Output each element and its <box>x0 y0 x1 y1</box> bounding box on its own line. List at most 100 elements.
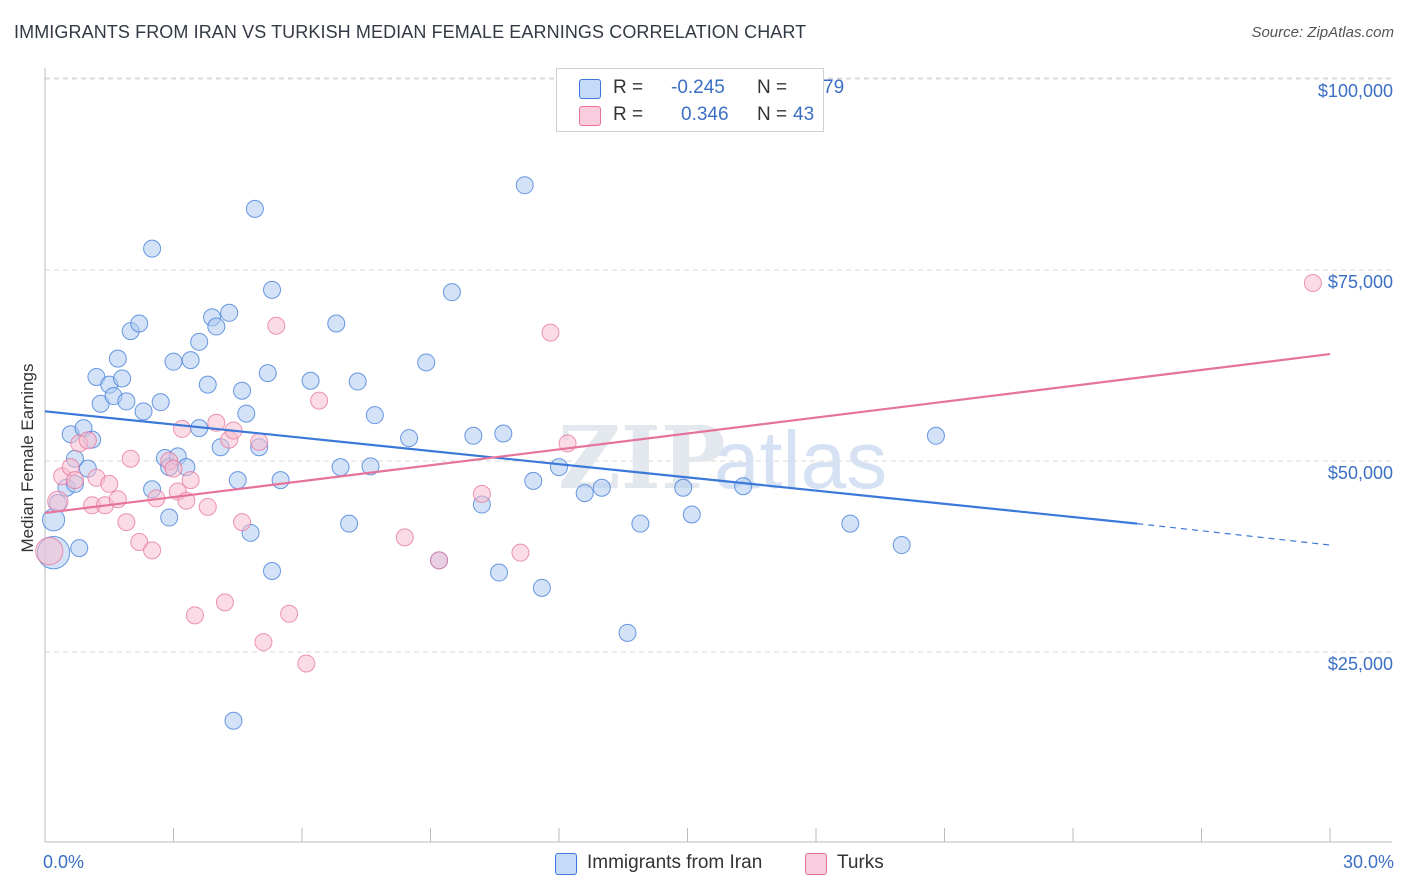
chart-title: IMMIGRANTS FROM IRAN VS TURKISH MEDIAN F… <box>14 22 807 42</box>
turks-point <box>430 551 449 570</box>
turks-point <box>254 633 273 652</box>
iran-point <box>130 314 149 333</box>
iran-point <box>151 393 170 412</box>
iran-point <box>263 280 282 299</box>
grid-layer <box>45 77 1392 653</box>
bottom-legend-label-turks: Turks <box>837 852 884 873</box>
turks-point <box>121 449 140 468</box>
turks-point <box>181 471 200 490</box>
iran-point <box>575 484 594 503</box>
bottom-legend-label-iran: Immigrants from Iran <box>587 852 763 873</box>
points-layer <box>35 176 1322 730</box>
turks-point <box>65 471 84 490</box>
turks-point <box>143 541 162 560</box>
bottom-legend-swatch-turks <box>805 853 827 875</box>
turks-point <box>1303 273 1322 292</box>
axis-layer <box>44 68 1392 843</box>
turks-point <box>215 593 234 612</box>
correlation-legend: R = -0.245 N = 79 R = 0.346 N = 43 <box>556 68 844 132</box>
turks-point <box>198 497 217 516</box>
iran-point <box>143 239 162 258</box>
iran-point <box>348 372 367 391</box>
iran-point <box>327 314 346 333</box>
iran-point <box>532 578 551 597</box>
iran-point <box>361 457 380 476</box>
turks-point <box>541 323 560 342</box>
iran-point <box>841 514 860 533</box>
iran-point <box>550 458 568 477</box>
legend-r-value: 0.346 <box>681 104 729 125</box>
iran-point <box>164 352 183 371</box>
iran-point <box>113 369 132 388</box>
iran-point <box>365 406 384 425</box>
legend-n-value: 79 <box>823 77 845 98</box>
iran-point <box>490 563 509 582</box>
legend-r-label: R = <box>613 77 644 98</box>
iran-point <box>258 364 277 383</box>
turks-trend-line <box>44 352 1331 515</box>
iran-point <box>237 404 256 423</box>
y-tick-label: $50,000 <box>1328 463 1393 483</box>
iran-point <box>198 375 217 394</box>
turks-point <box>164 459 183 478</box>
iran-point <box>442 283 461 302</box>
turks-point <box>47 490 69 513</box>
iran-point <box>892 536 911 555</box>
iran-point <box>271 471 290 490</box>
iran-point <box>417 353 436 372</box>
iran-point <box>515 176 534 195</box>
iran-point <box>220 303 239 322</box>
turks-point <box>511 543 530 562</box>
y-tick-label: $100,000 <box>1318 81 1393 101</box>
iran-point <box>631 514 650 533</box>
iran-point <box>494 424 513 443</box>
legend-n-value: 43 <box>793 104 815 125</box>
turks-point <box>250 432 269 451</box>
legend-swatch-iran <box>579 79 601 99</box>
turks-point <box>267 316 286 335</box>
iran-point <box>674 478 693 497</box>
y-tick-labels: $25,000 $50,000 $75,000 $100,000 <box>1318 81 1393 674</box>
iran-point <box>618 623 637 642</box>
turks-point <box>310 391 329 410</box>
iran-point <box>340 514 359 533</box>
trend-layer <box>44 352 1331 546</box>
iran-point <box>245 199 264 218</box>
turks-point <box>130 532 149 551</box>
iran-trend-line <box>44 410 1138 525</box>
iran-point <box>400 429 419 448</box>
turks-point <box>472 484 491 503</box>
iran-point <box>108 349 127 368</box>
bottom-legend-swatch-iran <box>555 853 577 875</box>
turks-point <box>280 604 299 623</box>
x-axis-max-label: 30.0% <box>1342 852 1394 872</box>
turks-point <box>207 413 226 432</box>
legend-swatch-turks <box>579 106 601 126</box>
iran-point <box>228 471 247 490</box>
iran-point <box>160 508 179 527</box>
y-tick-label: $75,000 <box>1328 272 1393 292</box>
iran-point <box>926 426 945 445</box>
iran-point <box>301 371 320 390</box>
legend-r-label: R = <box>613 104 644 125</box>
iran-point <box>190 332 209 351</box>
iran-point <box>134 402 153 421</box>
turks-point <box>117 513 136 532</box>
iran-point <box>524 471 543 490</box>
iran-point <box>117 392 136 411</box>
iran-point <box>207 317 226 336</box>
legend-n-label: N = <box>757 104 788 125</box>
iran-point <box>682 505 701 524</box>
y-tick-label: $25,000 <box>1328 654 1393 674</box>
turks-point <box>185 606 204 625</box>
turks-point <box>35 537 64 566</box>
turks-point <box>297 654 316 673</box>
x-axis-min-label: 0.0% <box>43 852 85 872</box>
iran-point <box>734 477 753 496</box>
legend-n-label: N = <box>757 77 788 98</box>
turks-point <box>395 528 414 547</box>
chart-source: Source: ZipAtlas.com <box>1251 24 1394 41</box>
iran-point <box>263 562 282 581</box>
turks-point <box>233 513 252 532</box>
